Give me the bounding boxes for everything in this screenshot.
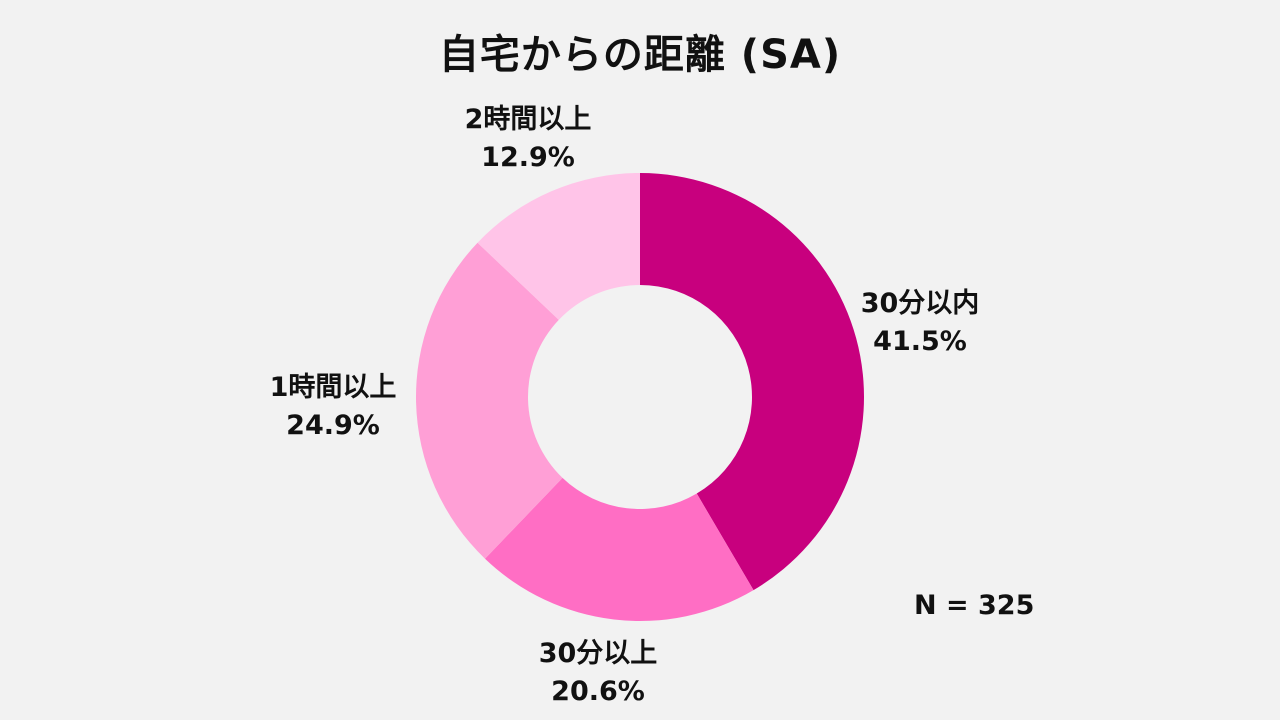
slice-category-label: 1時間以上 (270, 372, 397, 403)
slice-category-label: 30分以内 (861, 288, 980, 319)
donut-slice-4 (477, 173, 640, 320)
slice-value-label: 20.6% (551, 676, 645, 707)
slice-category-label: 30分以上 (539, 638, 658, 669)
slice-value-label: 12.9% (481, 142, 575, 173)
donut-slice-2 (485, 477, 754, 621)
slice-value-label: 41.5% (873, 326, 967, 357)
slice-category-label: 2時間以上 (465, 104, 592, 135)
donut-slice-3 (416, 242, 563, 559)
sample-size-note: N = 325 (914, 590, 1035, 621)
chart-title: 自宅からの距離 (SA) (438, 32, 842, 78)
slice-value-label: 24.9% (286, 410, 380, 441)
donut-slice-1 (640, 173, 864, 591)
